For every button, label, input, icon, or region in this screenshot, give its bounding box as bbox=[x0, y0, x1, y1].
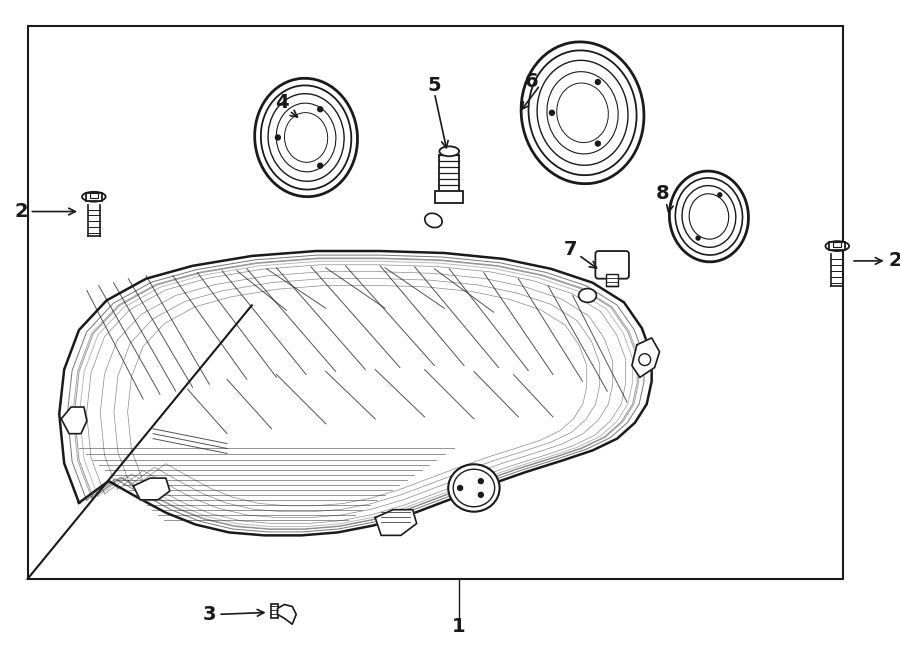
Ellipse shape bbox=[255, 78, 357, 197]
Ellipse shape bbox=[682, 185, 736, 248]
Ellipse shape bbox=[439, 146, 459, 156]
Ellipse shape bbox=[675, 178, 742, 255]
Circle shape bbox=[318, 107, 323, 112]
Ellipse shape bbox=[689, 194, 729, 239]
Polygon shape bbox=[375, 510, 417, 536]
Circle shape bbox=[596, 141, 600, 146]
Ellipse shape bbox=[670, 171, 749, 262]
Circle shape bbox=[550, 111, 554, 115]
Circle shape bbox=[718, 193, 722, 197]
Circle shape bbox=[479, 493, 483, 497]
Text: 3: 3 bbox=[202, 605, 216, 624]
Ellipse shape bbox=[284, 113, 328, 162]
Ellipse shape bbox=[425, 213, 442, 228]
Text: 6: 6 bbox=[525, 71, 538, 91]
Ellipse shape bbox=[276, 103, 336, 172]
Bar bbox=[90, 193, 98, 198]
Ellipse shape bbox=[448, 464, 500, 512]
Polygon shape bbox=[133, 478, 170, 500]
Bar bbox=[607, 273, 618, 285]
Polygon shape bbox=[61, 407, 87, 434]
Bar bbox=[271, 604, 278, 618]
Bar bbox=[436, 191, 464, 203]
Bar bbox=[86, 193, 102, 201]
Circle shape bbox=[596, 79, 600, 85]
Polygon shape bbox=[59, 251, 652, 536]
Ellipse shape bbox=[528, 50, 636, 175]
Ellipse shape bbox=[521, 42, 644, 184]
Ellipse shape bbox=[579, 289, 597, 303]
Ellipse shape bbox=[268, 94, 344, 181]
Ellipse shape bbox=[547, 71, 618, 154]
Circle shape bbox=[696, 236, 700, 240]
Text: 1: 1 bbox=[453, 617, 466, 636]
Ellipse shape bbox=[82, 192, 105, 202]
Circle shape bbox=[639, 354, 651, 365]
Text: 4: 4 bbox=[274, 93, 288, 113]
Text: 2: 2 bbox=[888, 252, 900, 270]
Ellipse shape bbox=[557, 83, 608, 142]
Circle shape bbox=[479, 479, 483, 484]
Bar bbox=[28, 26, 843, 579]
Ellipse shape bbox=[261, 85, 351, 189]
Ellipse shape bbox=[537, 60, 628, 166]
Bar bbox=[833, 242, 842, 247]
Text: 5: 5 bbox=[428, 75, 441, 95]
Ellipse shape bbox=[454, 469, 495, 506]
Circle shape bbox=[457, 485, 463, 491]
Circle shape bbox=[318, 164, 323, 168]
Text: 8: 8 bbox=[656, 184, 670, 203]
FancyBboxPatch shape bbox=[596, 251, 629, 279]
Polygon shape bbox=[277, 604, 296, 624]
Ellipse shape bbox=[825, 241, 849, 251]
Bar bbox=[830, 242, 845, 250]
Text: 2: 2 bbox=[14, 202, 28, 221]
Polygon shape bbox=[632, 338, 660, 377]
Circle shape bbox=[275, 135, 280, 140]
Text: 7: 7 bbox=[564, 240, 578, 259]
Bar bbox=[439, 156, 459, 199]
